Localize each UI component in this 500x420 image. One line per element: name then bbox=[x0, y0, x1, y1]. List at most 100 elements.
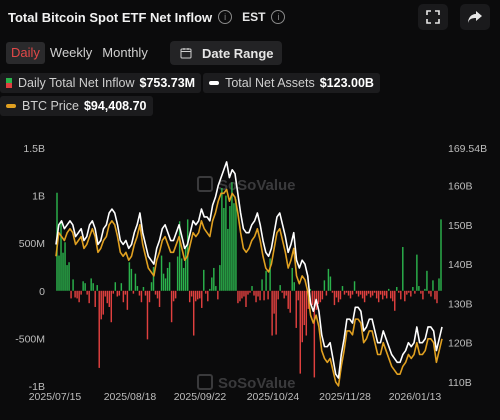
inflow-bar bbox=[434, 290, 436, 300]
inflow-bar bbox=[229, 206, 231, 291]
inflow-bar bbox=[108, 290, 110, 307]
inflow-bar bbox=[263, 290, 265, 301]
inflow-bar bbox=[369, 290, 372, 298]
inflow-bar bbox=[329, 276, 332, 291]
expand-button[interactable] bbox=[418, 4, 448, 30]
timezone-info-icon[interactable]: i bbox=[271, 10, 286, 24]
inflow-bar bbox=[375, 290, 378, 299]
inflow-bar bbox=[392, 290, 394, 302]
inflow-bar bbox=[116, 290, 119, 297]
inflow-bar bbox=[317, 290, 320, 305]
inflow-bar bbox=[124, 290, 127, 295]
inflow-bar bbox=[295, 290, 297, 328]
legend-assets[interactable]: Total Net Assets $123.00B bbox=[203, 73, 380, 93]
inflow-bar bbox=[156, 290, 159, 299]
inflow-bar bbox=[96, 285, 98, 291]
inflow-bar bbox=[339, 290, 342, 300]
inflow-bar bbox=[412, 286, 414, 291]
inflow-bar bbox=[140, 290, 143, 303]
inflow-bar bbox=[311, 290, 314, 306]
inflow-bar bbox=[76, 290, 78, 299]
inflow-bar bbox=[438, 278, 440, 291]
legend-row-2: BTC Price $94,408.70 bbox=[0, 96, 155, 116]
x-tick-label: 2025/08/18 bbox=[104, 391, 157, 403]
legend-btc[interactable]: BTC Price $94,408.70 bbox=[0, 96, 153, 116]
inflow-bar bbox=[305, 290, 308, 336]
inflow-bar bbox=[353, 281, 356, 291]
inflow-bar bbox=[130, 268, 133, 291]
inflow-bar bbox=[355, 290, 358, 294]
inflow-bar bbox=[430, 290, 432, 297]
inflow-bar bbox=[297, 290, 299, 301]
y-axis-right: 169.54B 160B 150B 140B 130B 120B 110B bbox=[448, 143, 487, 389]
share-button[interactable] bbox=[460, 4, 490, 30]
inflow-bar bbox=[68, 262, 70, 291]
inflow-bar bbox=[293, 282, 295, 291]
inflow-bar bbox=[351, 290, 354, 295]
inflow-bar bbox=[245, 290, 247, 307]
y-right-tick-label: 130B bbox=[448, 298, 473, 310]
timezone-label: EST bbox=[242, 10, 266, 24]
y-axis-left: 1.5B 1B 500M 0 -500M -1B bbox=[15, 143, 45, 393]
tab-daily[interactable]: Daily bbox=[6, 42, 45, 64]
inflow-bar bbox=[400, 290, 402, 300]
inflow-bar bbox=[197, 290, 199, 300]
inflow-bar bbox=[94, 290, 96, 307]
inflow-bar bbox=[176, 256, 179, 291]
inflow-bar bbox=[277, 290, 279, 300]
tab-weekly[interactable]: Weekly bbox=[49, 45, 93, 60]
inflow-bar bbox=[211, 277, 213, 291]
inflow-bar bbox=[60, 221, 62, 291]
inflow-bar bbox=[343, 290, 346, 295]
inflow-bar bbox=[394, 290, 396, 311]
inflow-bar bbox=[126, 290, 129, 310]
inflow-bar bbox=[84, 283, 86, 291]
inflow-bar bbox=[162, 273, 165, 291]
etf-chart: SoSoValue SoSoValue 1.5B1B500M0-500M-1B … bbox=[15, 143, 487, 403]
inflow-bar bbox=[148, 290, 151, 303]
watermark-top: SoSoValue bbox=[197, 176, 296, 194]
inflow-bar bbox=[239, 290, 241, 302]
inflow-bar bbox=[404, 290, 406, 302]
inflow-bar bbox=[341, 286, 344, 291]
header: Total Bitcoin Spot ETF Net Inflow i EST … bbox=[8, 4, 492, 30]
inflow-bar bbox=[323, 280, 326, 291]
inflow-bar bbox=[182, 267, 185, 291]
interval-tabs: Daily Weekly Monthly bbox=[6, 42, 153, 64]
inflow-bar bbox=[249, 290, 251, 293]
inflow-bar bbox=[414, 290, 416, 294]
inflow-bar bbox=[381, 290, 384, 300]
inflow-bar bbox=[72, 279, 74, 291]
info-icon[interactable]: i bbox=[218, 10, 233, 24]
inflow-bar bbox=[104, 290, 106, 297]
inflow-bar bbox=[337, 290, 340, 303]
inflow-bar bbox=[331, 290, 334, 293]
date-range-button[interactable]: Date Range bbox=[170, 41, 282, 65]
inflow-bar bbox=[164, 278, 167, 291]
inflow-bar bbox=[422, 290, 424, 300]
inflow-bar bbox=[371, 290, 374, 296]
inflow-bars bbox=[56, 182, 442, 378]
inflow-bar bbox=[309, 288, 312, 291]
inflow-bar bbox=[287, 290, 289, 309]
inflow-bar bbox=[432, 280, 434, 291]
inflow-bar bbox=[217, 290, 219, 300]
inflow-bar bbox=[365, 290, 368, 296]
inflow-bar bbox=[408, 290, 410, 293]
legend-inflow[interactable]: Daily Total Net Inflow $753.73M bbox=[0, 73, 202, 93]
inflow-bar bbox=[367, 290, 370, 294]
inflow-bar bbox=[363, 290, 366, 303]
inflow-bar bbox=[436, 290, 438, 304]
tab-monthly[interactable]: Monthly bbox=[102, 45, 148, 60]
inflow-bar bbox=[80, 290, 82, 295]
inflow-bar bbox=[180, 258, 183, 291]
inflow-bar bbox=[110, 290, 113, 323]
inflow-bar bbox=[379, 290, 382, 295]
watermark-text-top: SoSoValue bbox=[218, 177, 296, 194]
btc-swatch-icon bbox=[6, 104, 16, 108]
x-tick-label: 2025/07/15 bbox=[29, 391, 82, 403]
inflow-bar bbox=[170, 290, 173, 323]
inflow-bar bbox=[255, 290, 257, 303]
inflow-bar bbox=[66, 265, 68, 291]
inflow-bar bbox=[152, 267, 155, 291]
